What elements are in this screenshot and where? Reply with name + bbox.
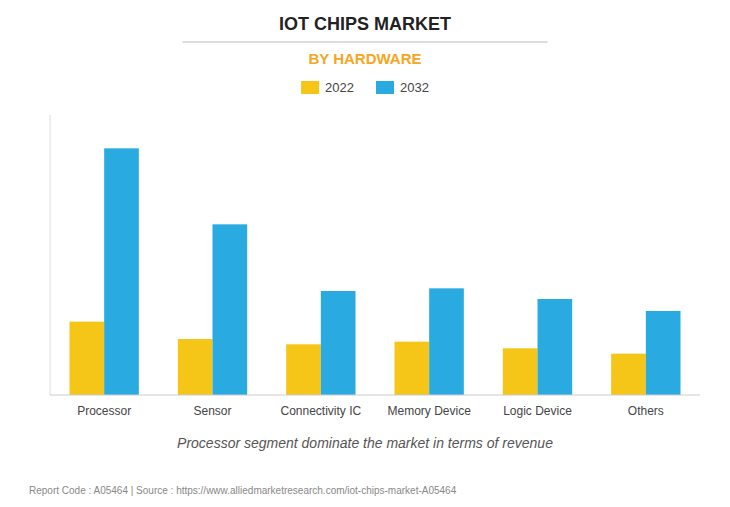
bar xyxy=(646,311,681,395)
bar xyxy=(503,348,538,395)
bar xyxy=(178,339,213,395)
title-rule xyxy=(183,42,548,43)
x-tick-label: Sensor xyxy=(193,404,231,418)
x-tick-label: Memory Device xyxy=(387,404,471,418)
bar xyxy=(213,224,248,395)
bar xyxy=(70,322,105,395)
x-tick-label: Logic Device xyxy=(503,404,572,418)
bar xyxy=(104,148,139,395)
subtitle: BY HARDWARE xyxy=(308,50,421,67)
legend: 2022 2032 xyxy=(301,80,429,95)
title: IOT CHIPS MARKET xyxy=(279,14,451,34)
x-tick-label: Processor xyxy=(77,404,131,418)
bar xyxy=(611,354,646,395)
legend-label: 2032 xyxy=(400,80,429,95)
bar xyxy=(286,344,321,395)
bar xyxy=(321,291,356,395)
source-note: Report Code : A05464 | Source : https://… xyxy=(29,485,457,496)
y-axis-line xyxy=(50,115,51,395)
x-tick-label: Others xyxy=(628,404,664,418)
legend-swatch xyxy=(301,81,319,94)
bar xyxy=(538,299,573,395)
x-tick-label: Connectivity IC xyxy=(280,404,361,418)
bars xyxy=(70,148,681,395)
legend-swatch xyxy=(376,81,394,94)
chart: IOT CHIPS MARKET BY HARDWARE Processor Sens… xyxy=(0,0,730,507)
bar xyxy=(395,342,430,395)
bar xyxy=(429,288,464,395)
legend-label: 2022 xyxy=(325,80,354,95)
x-axis-line xyxy=(50,395,700,396)
footnote: Processor segment dominate the market in… xyxy=(177,435,553,451)
